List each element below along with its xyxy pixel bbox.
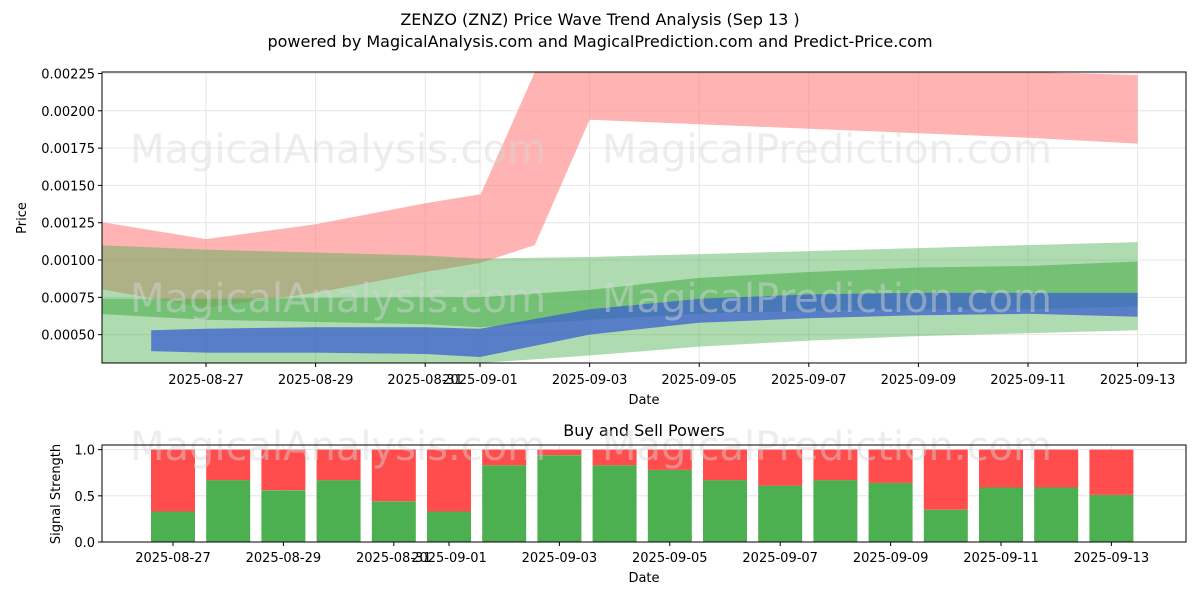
sell-bar — [371, 449, 416, 502]
power-y-axis-label: Signal Strength — [49, 444, 64, 544]
chart-subtitle: powered by MagicalAnalysis.com and Magic… — [267, 32, 932, 51]
power-y-tick-label: 1.0 — [74, 444, 95, 459]
power-x-tick-label: 2025-09-01 — [411, 551, 487, 566]
green-inner-band — [102, 261, 1138, 328]
watermark-mid-left: MagicalAnalysis.com — [130, 276, 546, 322]
buy-bar — [371, 501, 416, 542]
power-x-tick-label: 2025-09-05 — [632, 551, 708, 566]
power-x-tick-label: 2025-08-27 — [135, 551, 211, 566]
power-x-tick-label: 2025-09-13 — [1074, 551, 1150, 566]
power-bars — [151, 449, 1134, 542]
buy-bar — [1089, 494, 1134, 542]
buy-bar — [1034, 487, 1079, 542]
power-x-tick-label: 2025-08-29 — [246, 551, 322, 566]
price-x-axis-label: Date — [628, 393, 659, 408]
buy-bar — [758, 485, 803, 542]
price-y-tick-label: 0.00100 — [41, 254, 95, 269]
price-y-tick-label: 0.00200 — [41, 105, 95, 120]
sell-bar — [316, 449, 361, 481]
blue-price-band — [151, 292, 1138, 357]
buy-bar — [868, 482, 913, 542]
sell-bar — [813, 449, 858, 481]
sell-bar — [979, 449, 1023, 488]
price-x-tick-label: 2025-08-27 — [168, 373, 244, 388]
power-y-tick-label: 0.5 — [74, 490, 95, 505]
price-y-tick-label: 0.00075 — [41, 291, 95, 306]
price-y-axis-label: Price — [15, 202, 30, 234]
power-plot-frame — [101, 444, 1187, 543]
price-x-ticks: 2025-08-27 2025-08-29 2025-08-312025-09-01… — [168, 363, 1175, 388]
price-plot-frame — [101, 71, 1187, 364]
power-x-tick-label: 2025-09-11 — [963, 551, 1039, 566]
price-y-ticks: 0.00050 0.00075 0.00100 0.00125 0.00150 0.001… — [41, 67, 102, 344]
power-x-axis-label: Date — [628, 571, 659, 586]
sell-bar — [647, 449, 692, 470]
sell-bar — [592, 449, 637, 466]
buy-bar — [206, 480, 251, 542]
power-x-tick-label: 2025-09-07 — [742, 551, 818, 566]
price-y-tick-label: 0.00050 — [41, 329, 95, 344]
price-y-tick-label: 0.00175 — [41, 142, 95, 157]
sell-bar — [537, 449, 582, 456]
price-x-tick-label: 2025-09-11 — [990, 373, 1066, 388]
price-x-tick-label: 2025-09-01 — [442, 373, 518, 388]
buy-bar — [151, 511, 195, 542]
buy-bar — [537, 455, 582, 542]
price-x-tick-label: 2025-09-07 — [771, 373, 847, 388]
power-x-tick-label: 2025-08-31 — [356, 551, 432, 566]
buy-bar — [647, 469, 692, 542]
price-x-tick-label: 2025-09-03 — [552, 373, 628, 388]
price-x-tick-label: 2025-09-09 — [881, 373, 957, 388]
chart-title: ZENZO (ZNZ) Price Wave Trend Analysis (S… — [400, 10, 799, 29]
sell-bar — [151, 449, 195, 512]
price-x-tick-label: 2025-08-31 — [387, 373, 463, 388]
sell-bar — [923, 449, 968, 510]
price-x-tick-label: 2025-09-13 — [1100, 373, 1176, 388]
buy-bar — [482, 465, 527, 542]
red-price-band — [102, 72, 1138, 308]
watermark-bottom-right: MagicalPrediction.com — [602, 424, 1052, 470]
watermark-mid-right: MagicalPrediction.com — [602, 276, 1052, 322]
power-x-ticks: 2025-08-27 2025-08-29 2025-08-312025-09-01… — [135, 542, 1149, 566]
power-x-tick-label: 2025-09-03 — [522, 551, 598, 566]
price-y-tick-label: 0.00225 — [41, 67, 95, 82]
buy-bar — [316, 480, 361, 542]
sell-bar — [868, 449, 913, 483]
power-chart-title: Buy and Sell Powers — [563, 421, 725, 440]
price-x-tick-label: 2025-09-05 — [661, 373, 737, 388]
watermark-bottom-left: MagicalAnalysis.com — [130, 424, 546, 470]
price-y-tick-label: 0.00150 — [41, 179, 95, 194]
price-chart: MagicalAnalysis.com MagicalPrediction.co… — [15, 67, 1187, 408]
sell-bar — [482, 449, 527, 466]
buy-bar — [592, 465, 637, 542]
sell-bar — [427, 449, 471, 512]
price-y-tick-label: 0.00125 — [41, 217, 95, 232]
price-x-tick-label: 2025-08-29 — [278, 373, 354, 388]
power-y-tick-label: 0.0 — [74, 536, 95, 551]
watermark-top-right: MagicalPrediction.com — [602, 127, 1052, 173]
sell-bar — [1089, 449, 1134, 495]
sell-bar — [261, 449, 306, 491]
buy-bar — [813, 480, 858, 542]
buy-bar — [703, 480, 747, 542]
sell-bar — [1034, 449, 1079, 488]
sell-bar — [703, 449, 747, 481]
price-bands — [102, 72, 1138, 363]
buy-bar — [923, 509, 968, 542]
buy-bar — [427, 511, 471, 542]
sell-bar — [206, 449, 251, 481]
power-y-ticks: 0.0 0.5 1.0 — [74, 444, 102, 551]
power-x-tick-label: 2025-09-09 — [853, 551, 929, 566]
buy-bar — [261, 490, 306, 542]
power-chart: Buy and Sell Powers MagicalAnalysis.com … — [49, 421, 1187, 586]
buy-bar — [979, 487, 1023, 542]
sell-bar — [758, 449, 803, 486]
watermark-top-left: MagicalAnalysis.com — [130, 127, 546, 173]
